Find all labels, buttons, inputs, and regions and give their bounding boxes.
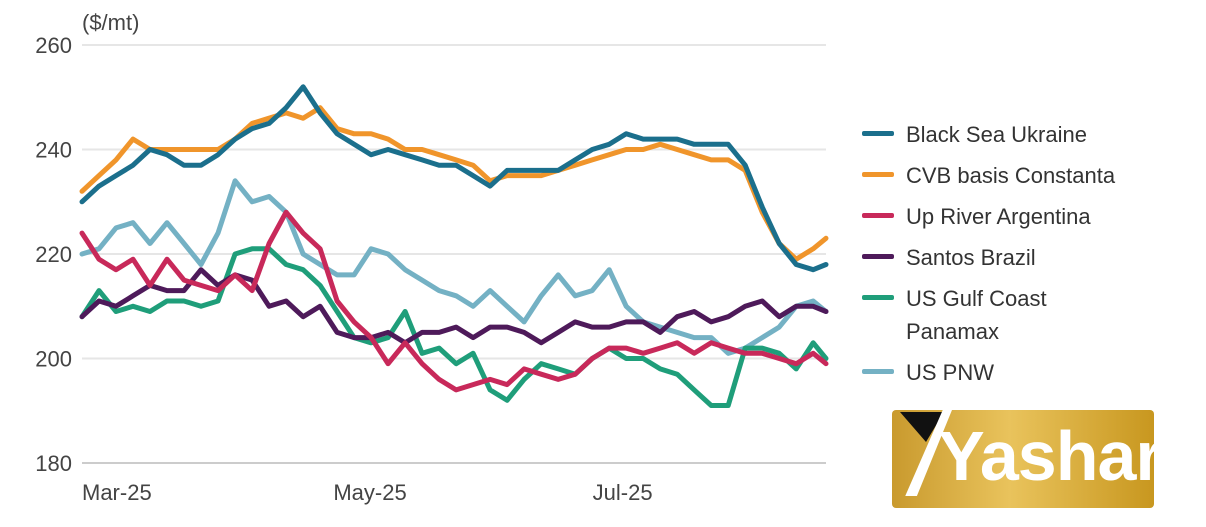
y-tick-label: 240 [35,138,72,163]
legend-item-cvb-constanta: CVB basis Constanta [862,159,1176,200]
series-line-santos-brazil [79,267,829,346]
series-line-cvb-basis-constanta [79,105,829,262]
logo-text: Yashar [938,417,1163,495]
legend-swatch [862,254,894,259]
legend-label: US Gulf Coast Panamax [906,282,1176,348]
legend-swatch [862,213,894,218]
legend-label: US PNW [906,360,994,385]
y-tick-label: 220 [35,242,72,267]
y-tick-label: 180 [35,451,72,476]
x-tick-label: May-25 [333,480,406,505]
legend-swatch [862,295,894,300]
legend-item-us-gulf: US Gulf Coast Panamax [862,282,1176,356]
legend-swatch [862,131,894,136]
legend-label-line1: US Gulf Coast [906,286,1047,311]
y-tick-label: 260 [35,33,72,58]
x-tick-label: Jul-25 [593,480,653,505]
series-line-us-gulf-coast-panamax [79,246,829,408]
yashar-logo: Yashar [892,398,1163,508]
series-line-up-river-argentina [79,209,829,393]
legend-item-black-sea: Black Sea Ukraine [862,118,1176,159]
x-tick-label: Mar-25 [82,480,152,505]
legend: Black Sea Ukraine CVB basis Constanta Up… [862,118,1176,397]
legend-swatch [862,369,894,374]
legend-item-us-pnw: US PNW [862,356,1176,397]
legend-label-line2: Panamax [906,319,999,344]
legend-label: Up River Argentina [906,204,1091,229]
legend-label: Santos Brazil [906,245,1036,270]
series-line-us-pnw [79,178,829,356]
y-tick-label: 200 [35,347,72,372]
legend-label: Black Sea Ukraine [906,122,1087,147]
legend-swatch [862,172,894,177]
legend-label: CVB basis Constanta [906,163,1116,188]
legend-item-up-river-argentina: Up River Argentina [862,200,1176,241]
legend-item-santos-brazil: Santos Brazil [862,241,1176,282]
logo-mark-icon [900,398,954,496]
series-line-black-sea-ukraine [79,84,829,273]
unit-label: ($/mt) [82,10,139,35]
